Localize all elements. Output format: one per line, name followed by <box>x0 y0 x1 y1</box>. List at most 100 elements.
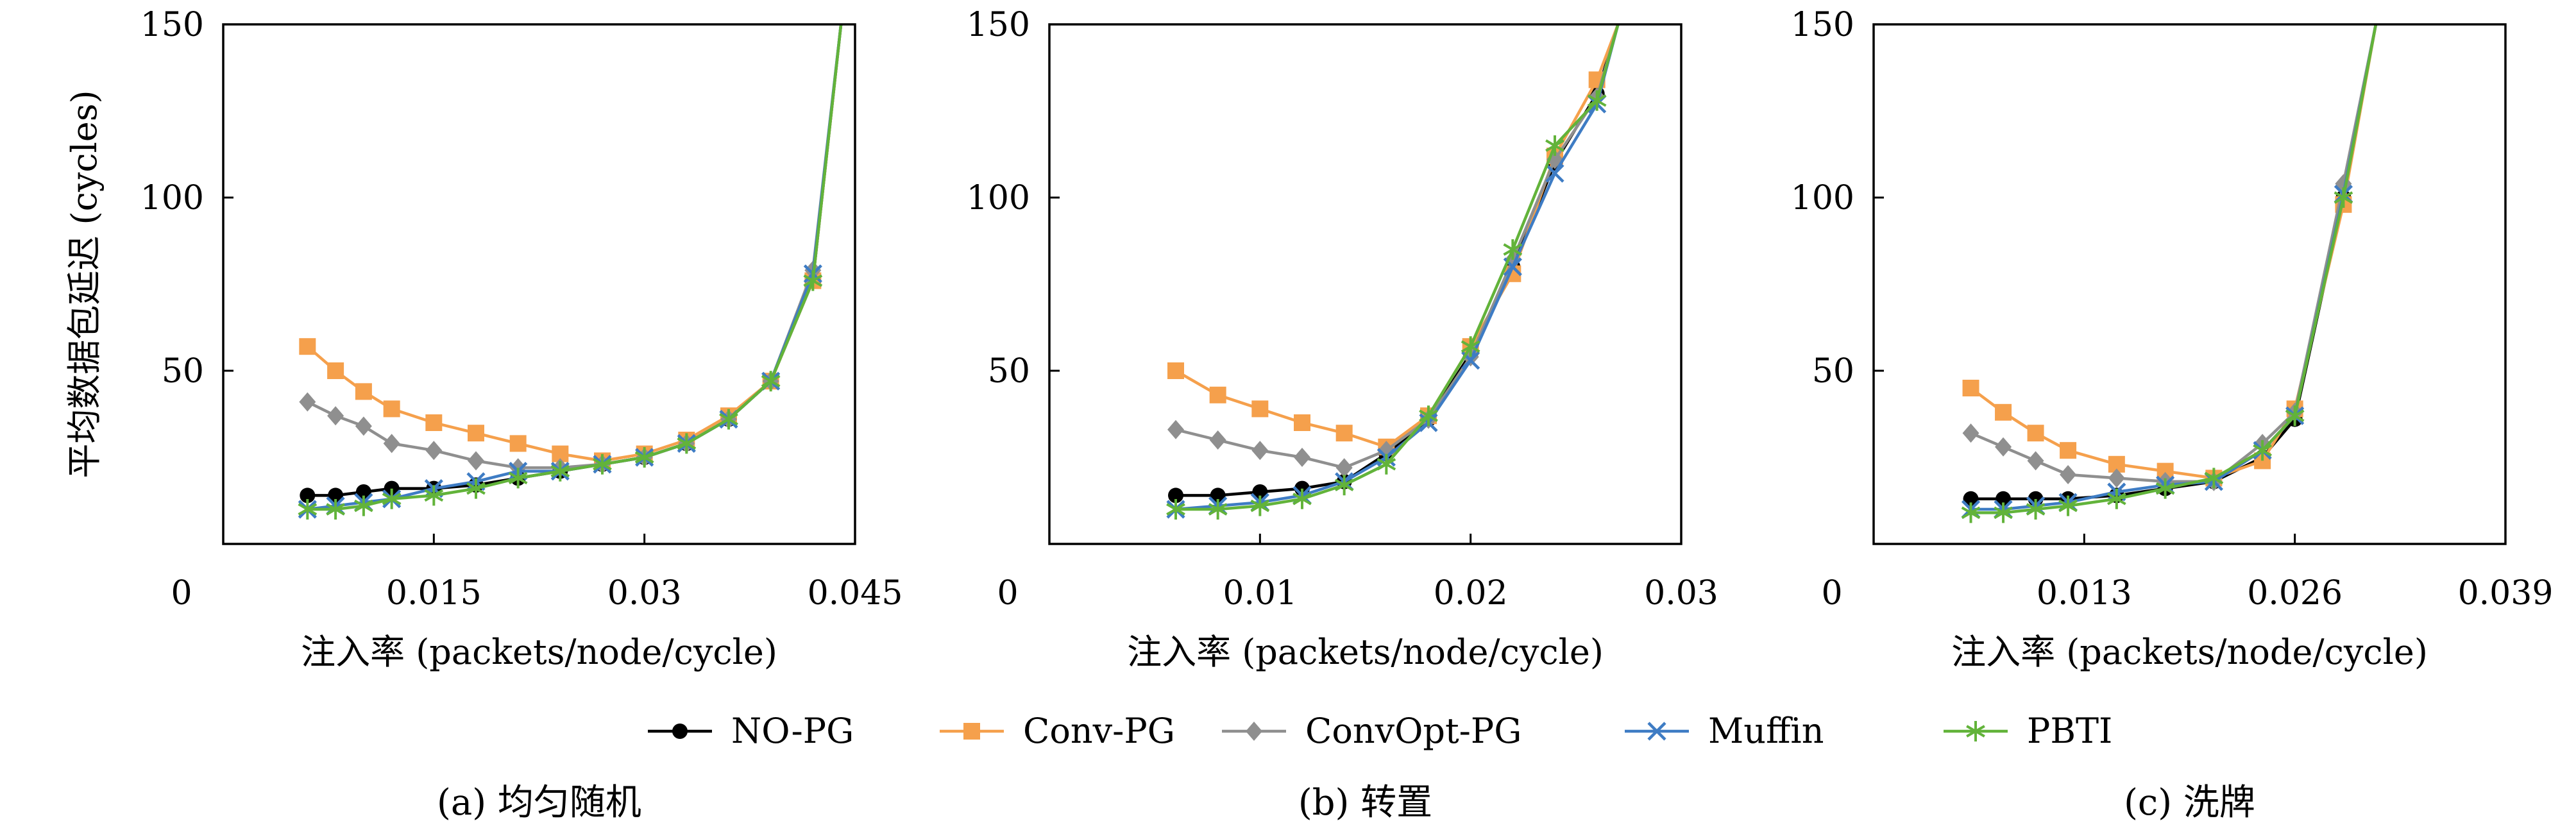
data-point-conv-pg <box>355 383 372 400</box>
series-pbti <box>1961 24 2378 523</box>
data-point-convopt-pg <box>425 441 443 461</box>
data-point-no-pg <box>1168 487 1183 504</box>
y-tick-label: 50 <box>988 352 1030 391</box>
data-point-pbti <box>593 453 612 475</box>
data-point-no-pg <box>384 480 400 496</box>
plot-area <box>1961 24 2378 523</box>
y-tick-label: 50 <box>1812 352 1854 391</box>
data-point-convopt-pg <box>1995 437 2012 457</box>
legend-label: PBTI <box>2027 711 2112 751</box>
y-axis-title: 平均数据包延迟 (cycles) <box>64 90 105 478</box>
data-point-convopt-pg <box>1209 430 1226 450</box>
data-point-pbti <box>508 468 528 489</box>
y-tick-label: 100 <box>967 179 1030 217</box>
plot-frame <box>1872 23 2507 545</box>
data-point-pbti <box>550 461 570 482</box>
data-point-pbti <box>803 270 823 291</box>
data-point-convopt-pg <box>2060 465 2077 484</box>
data-point-conv-pg <box>1294 414 1310 431</box>
data-point-pbti <box>761 371 781 392</box>
data-point-no-pg <box>300 487 316 504</box>
data-point-conv-pg <box>327 362 344 379</box>
series-muffin <box>1961 24 2378 519</box>
y-tick-label: 150 <box>1791 6 1854 44</box>
x-tick-label: 0.02 <box>1434 574 1508 613</box>
x-axis-title: 注入率 (packets/node/cycle) <box>1127 632 1604 672</box>
series-line-pbti <box>307 24 843 511</box>
data-point-pbti <box>326 499 345 520</box>
data-point-pbti <box>2285 405 2305 427</box>
data-point-pbti <box>2334 187 2353 208</box>
data-point-convopt-pg <box>327 406 344 426</box>
data-point-convopt-pg <box>1335 458 1353 478</box>
legend-item-muffin: Muffin <box>1625 711 1824 751</box>
data-point-convopt-pg <box>355 416 372 436</box>
series-line-muffin <box>307 24 843 511</box>
data-point-no-pg <box>1210 487 1226 504</box>
x-tick-label: 0.015 <box>386 574 482 613</box>
data-point-convopt-pg <box>1294 448 1310 467</box>
series-line-muffin <box>1175 24 1620 511</box>
data-point-pbti <box>1961 502 1981 523</box>
data-point-pbti <box>424 485 444 506</box>
data-point-muffin <box>1545 164 1564 183</box>
series-convopt-pg <box>1167 24 1620 478</box>
series-conv-pg <box>1962 24 2378 487</box>
data-point-conv-pg <box>468 425 484 442</box>
legend-item-no-pg: NO-PG <box>648 711 854 751</box>
data-point-pbti <box>1503 239 1523 260</box>
data-point-conv-pg <box>1335 425 1353 442</box>
data-point-convopt-pg <box>1167 419 1184 439</box>
data-point-pbti <box>298 499 318 520</box>
series-pbti <box>1166 24 1620 520</box>
data-point-pbti <box>1334 475 1354 496</box>
x-tick-label: 0 <box>997 574 1018 613</box>
data-point-conv-pg <box>2060 442 2077 459</box>
x-tick-label: 0 <box>171 574 192 613</box>
data-point-pbti <box>354 495 373 516</box>
data-point-pbti <box>1292 488 1312 509</box>
data-point-pbti <box>1587 90 1607 111</box>
chart-panels: 50 100 150 0 0.015 0.03 0.045 注入率 (packets/node… <box>64 6 2553 824</box>
series-line-convopt-pg <box>1970 24 2378 484</box>
legend-item-pbti: PBTI <box>1944 711 2112 751</box>
plot-area <box>1166 24 1620 520</box>
series-line-conv-pg <box>306 24 843 462</box>
data-point-conv-pg <box>1251 400 1269 418</box>
series-no-pg <box>1168 24 1620 504</box>
legend-label: Conv-PG <box>1023 711 1175 751</box>
legend-marker-convopt-pg <box>1246 722 1262 741</box>
x-tick-label: 0.03 <box>1644 574 1718 613</box>
legend-marker-pbti <box>1966 721 1985 741</box>
data-point-pbti <box>1994 502 2013 523</box>
x-tick-label: 0.03 <box>607 574 682 613</box>
data-point-no-pg <box>355 484 371 500</box>
chart-panel-3: 50 100 150 0 0.013 0.026 0.039 注入率 (packets/nod… <box>1791 6 2554 824</box>
data-point-conv-pg <box>425 414 443 431</box>
chart-panel-2: 50 100 150 0 0.01 0.02 0.03 注入率 (packets/node/c… <box>967 6 1718 824</box>
data-point-conv-pg <box>2027 425 2044 442</box>
series-no-pg <box>1963 24 2378 507</box>
legend-marker-muffin <box>1647 722 1666 741</box>
data-point-conv-pg <box>299 338 316 355</box>
data-point-convopt-pg <box>2108 468 2125 488</box>
series-pbti <box>298 24 843 520</box>
y-tick-label: 50 <box>162 352 204 391</box>
data-point-pbti <box>2058 495 2078 516</box>
data-point-pbti <box>2253 440 2273 461</box>
data-point-pbti <box>1461 336 1480 357</box>
data-point-pbti <box>1377 453 1396 475</box>
data-point-convopt-pg <box>299 392 316 412</box>
data-point-conv-pg <box>1995 403 2012 421</box>
y-tick-label: 150 <box>140 6 204 44</box>
data-point-pbti <box>1545 135 1564 156</box>
series-line-conv-pg <box>1970 24 2378 480</box>
x-tick-label: 0.01 <box>1223 574 1297 613</box>
data-point-pbti <box>2204 468 2224 489</box>
series-line-no-pg <box>307 24 843 497</box>
x-axis-title: 注入率 (packets/node/cycle) <box>1951 632 2428 672</box>
x-axis-title: 注入率 (packets/node/cycle) <box>301 632 777 672</box>
data-point-pbti <box>1419 405 1438 427</box>
data-point-convopt-pg <box>1251 441 1269 461</box>
